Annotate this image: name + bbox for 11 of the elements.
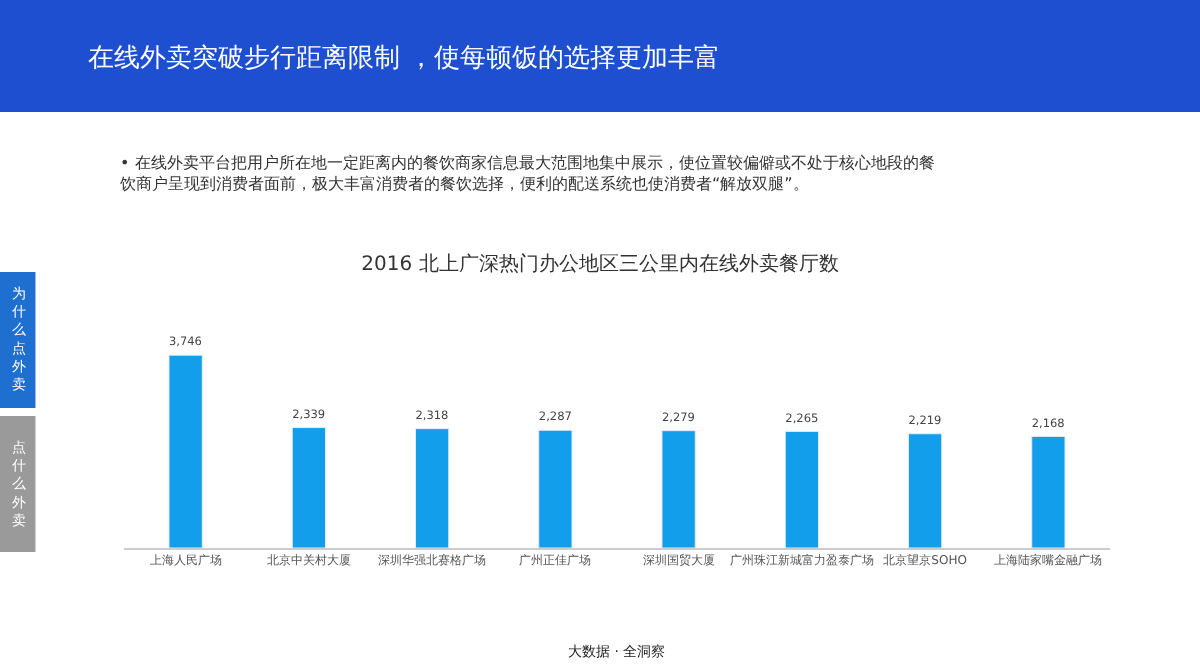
- bar: [291, 427, 327, 548]
- bar: [538, 429, 573, 548]
- bar: [784, 430, 820, 548]
- bar: [907, 433, 943, 548]
- text: • 在线外卖平台把用户所在地一定距离内的餐饮商家信息最大范围地集中展示，使位置较偏僻或不处于核心地段的餐饮商户呈现到消费者面前，极大丰富消费者的餐饮选择，便利的配送系统也使消费者“解放双腿”。: [118, 154, 935, 193]
- chart-subtitle: 在线外卖突破步行距离限制 ，使每顿饭的选择更加丰富: [88, 42, 721, 74]
- bar: [168, 354, 203, 548]
- bar: [1031, 435, 1066, 548]
- chart-title: 2016 北上广深热门办公地区三公里内在线外卖餐厅数: [361, 252, 839, 276]
- bar: [414, 428, 450, 548]
- bar: [661, 430, 696, 548]
